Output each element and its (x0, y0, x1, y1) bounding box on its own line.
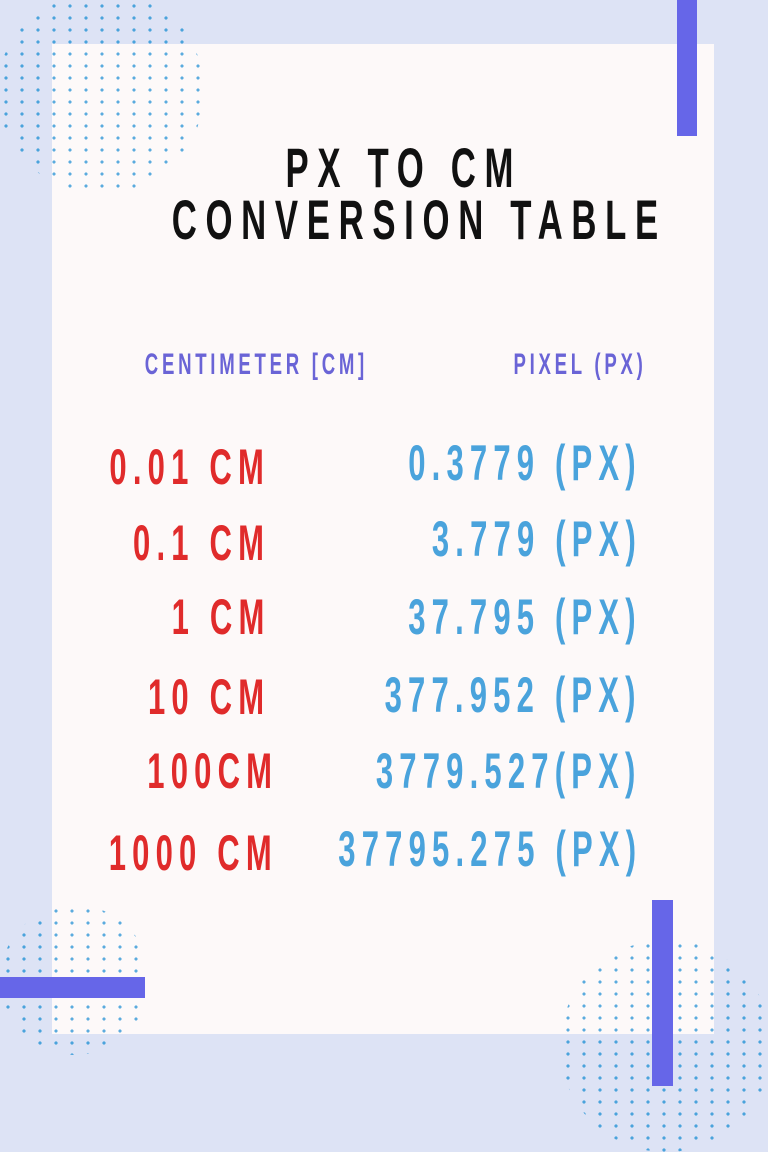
page-title-line1: PX TO CM (285, 136, 523, 199)
px-value: 377.952 (PX) (384, 667, 642, 723)
px-value: 3779.527(PX) (376, 743, 642, 799)
px-value: 3.779 (PX) (431, 511, 642, 567)
px-value: 37.795 (PX) (408, 589, 642, 645)
page-title-line2: CONVERSION TABLE (171, 188, 667, 251)
px-value: 0.3779 (PX) (408, 435, 642, 491)
accent-bar-top-right (677, 0, 697, 136)
cm-value: 0.01 CM (109, 439, 270, 495)
px-value: 37795.275 (PX) (338, 821, 642, 877)
cm-value: 10 CM (147, 669, 270, 725)
cm-value: 0.1 CM (132, 515, 270, 571)
column-header-centimeter: CENTIMETER [CM] (144, 348, 368, 381)
cm-value: 1000 CM (108, 825, 278, 881)
cm-value: 1 CM (171, 589, 270, 645)
cm-value: 100CM (147, 743, 278, 799)
accent-bar-bottom-right (652, 900, 673, 1086)
column-header-pixel: PIXEL (PX) (513, 348, 646, 381)
accent-bar-bottom-left (0, 977, 145, 998)
content-card (52, 44, 714, 1034)
dot-pattern-top-left-overlay (0, 0, 204, 194)
